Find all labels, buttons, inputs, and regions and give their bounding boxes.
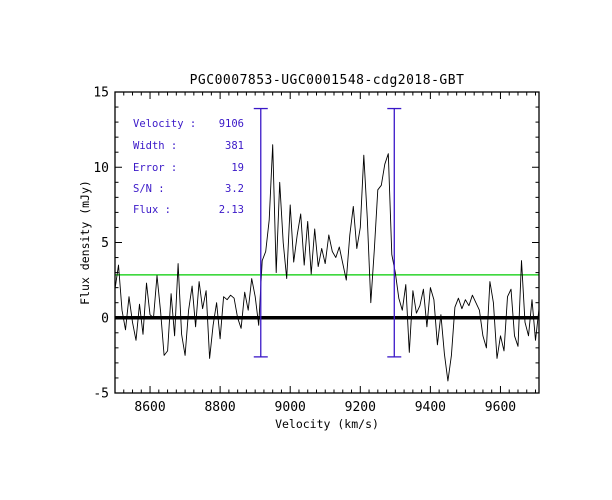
fit-annotation-label: Error : <box>133 162 177 174</box>
velocity-marker-right <box>387 107 402 358</box>
fit-annotation-label: Velocity : <box>133 118 196 130</box>
x-axis-label: Velocity (km/s) <box>275 417 379 431</box>
x-tick-label: 9200 <box>345 400 376 415</box>
fit-annotation-label: Width : <box>133 140 177 152</box>
x-tick-label: 9400 <box>415 400 446 415</box>
fit-annotation-value: 3.2 <box>225 183 244 195</box>
spectrum-trace <box>114 144 540 382</box>
y-tick-label: 10 <box>93 161 109 176</box>
velocity-marker-left <box>253 107 268 358</box>
fit-annotation-value: 9106 <box>219 118 244 130</box>
x-tick-label: 9600 <box>485 400 516 415</box>
tick-marks <box>115 92 539 393</box>
y-tick-label: -5 <box>93 387 109 402</box>
x-tick-label: 8600 <box>134 400 165 415</box>
fit-annotation-value: 19 <box>231 162 244 174</box>
plot-title: PGC0007853-UGC0001548-cdg2018-GBT <box>190 73 465 88</box>
x-tick-label: 8800 <box>204 400 235 415</box>
fit-annotation-label: Flux : <box>133 204 171 216</box>
y-tick-label: 0 <box>101 311 109 326</box>
fit-annotation-value: 2.13 <box>219 204 244 216</box>
y-axis-label: Flux density (mJy) <box>78 180 92 305</box>
fit-annotation-label: S/N : <box>133 183 165 195</box>
fit-annotation-value: 381 <box>225 140 244 152</box>
y-tick-label: 15 <box>93 86 109 101</box>
x-tick-label: 9000 <box>275 400 306 415</box>
y-tick-label: 5 <box>101 236 109 251</box>
